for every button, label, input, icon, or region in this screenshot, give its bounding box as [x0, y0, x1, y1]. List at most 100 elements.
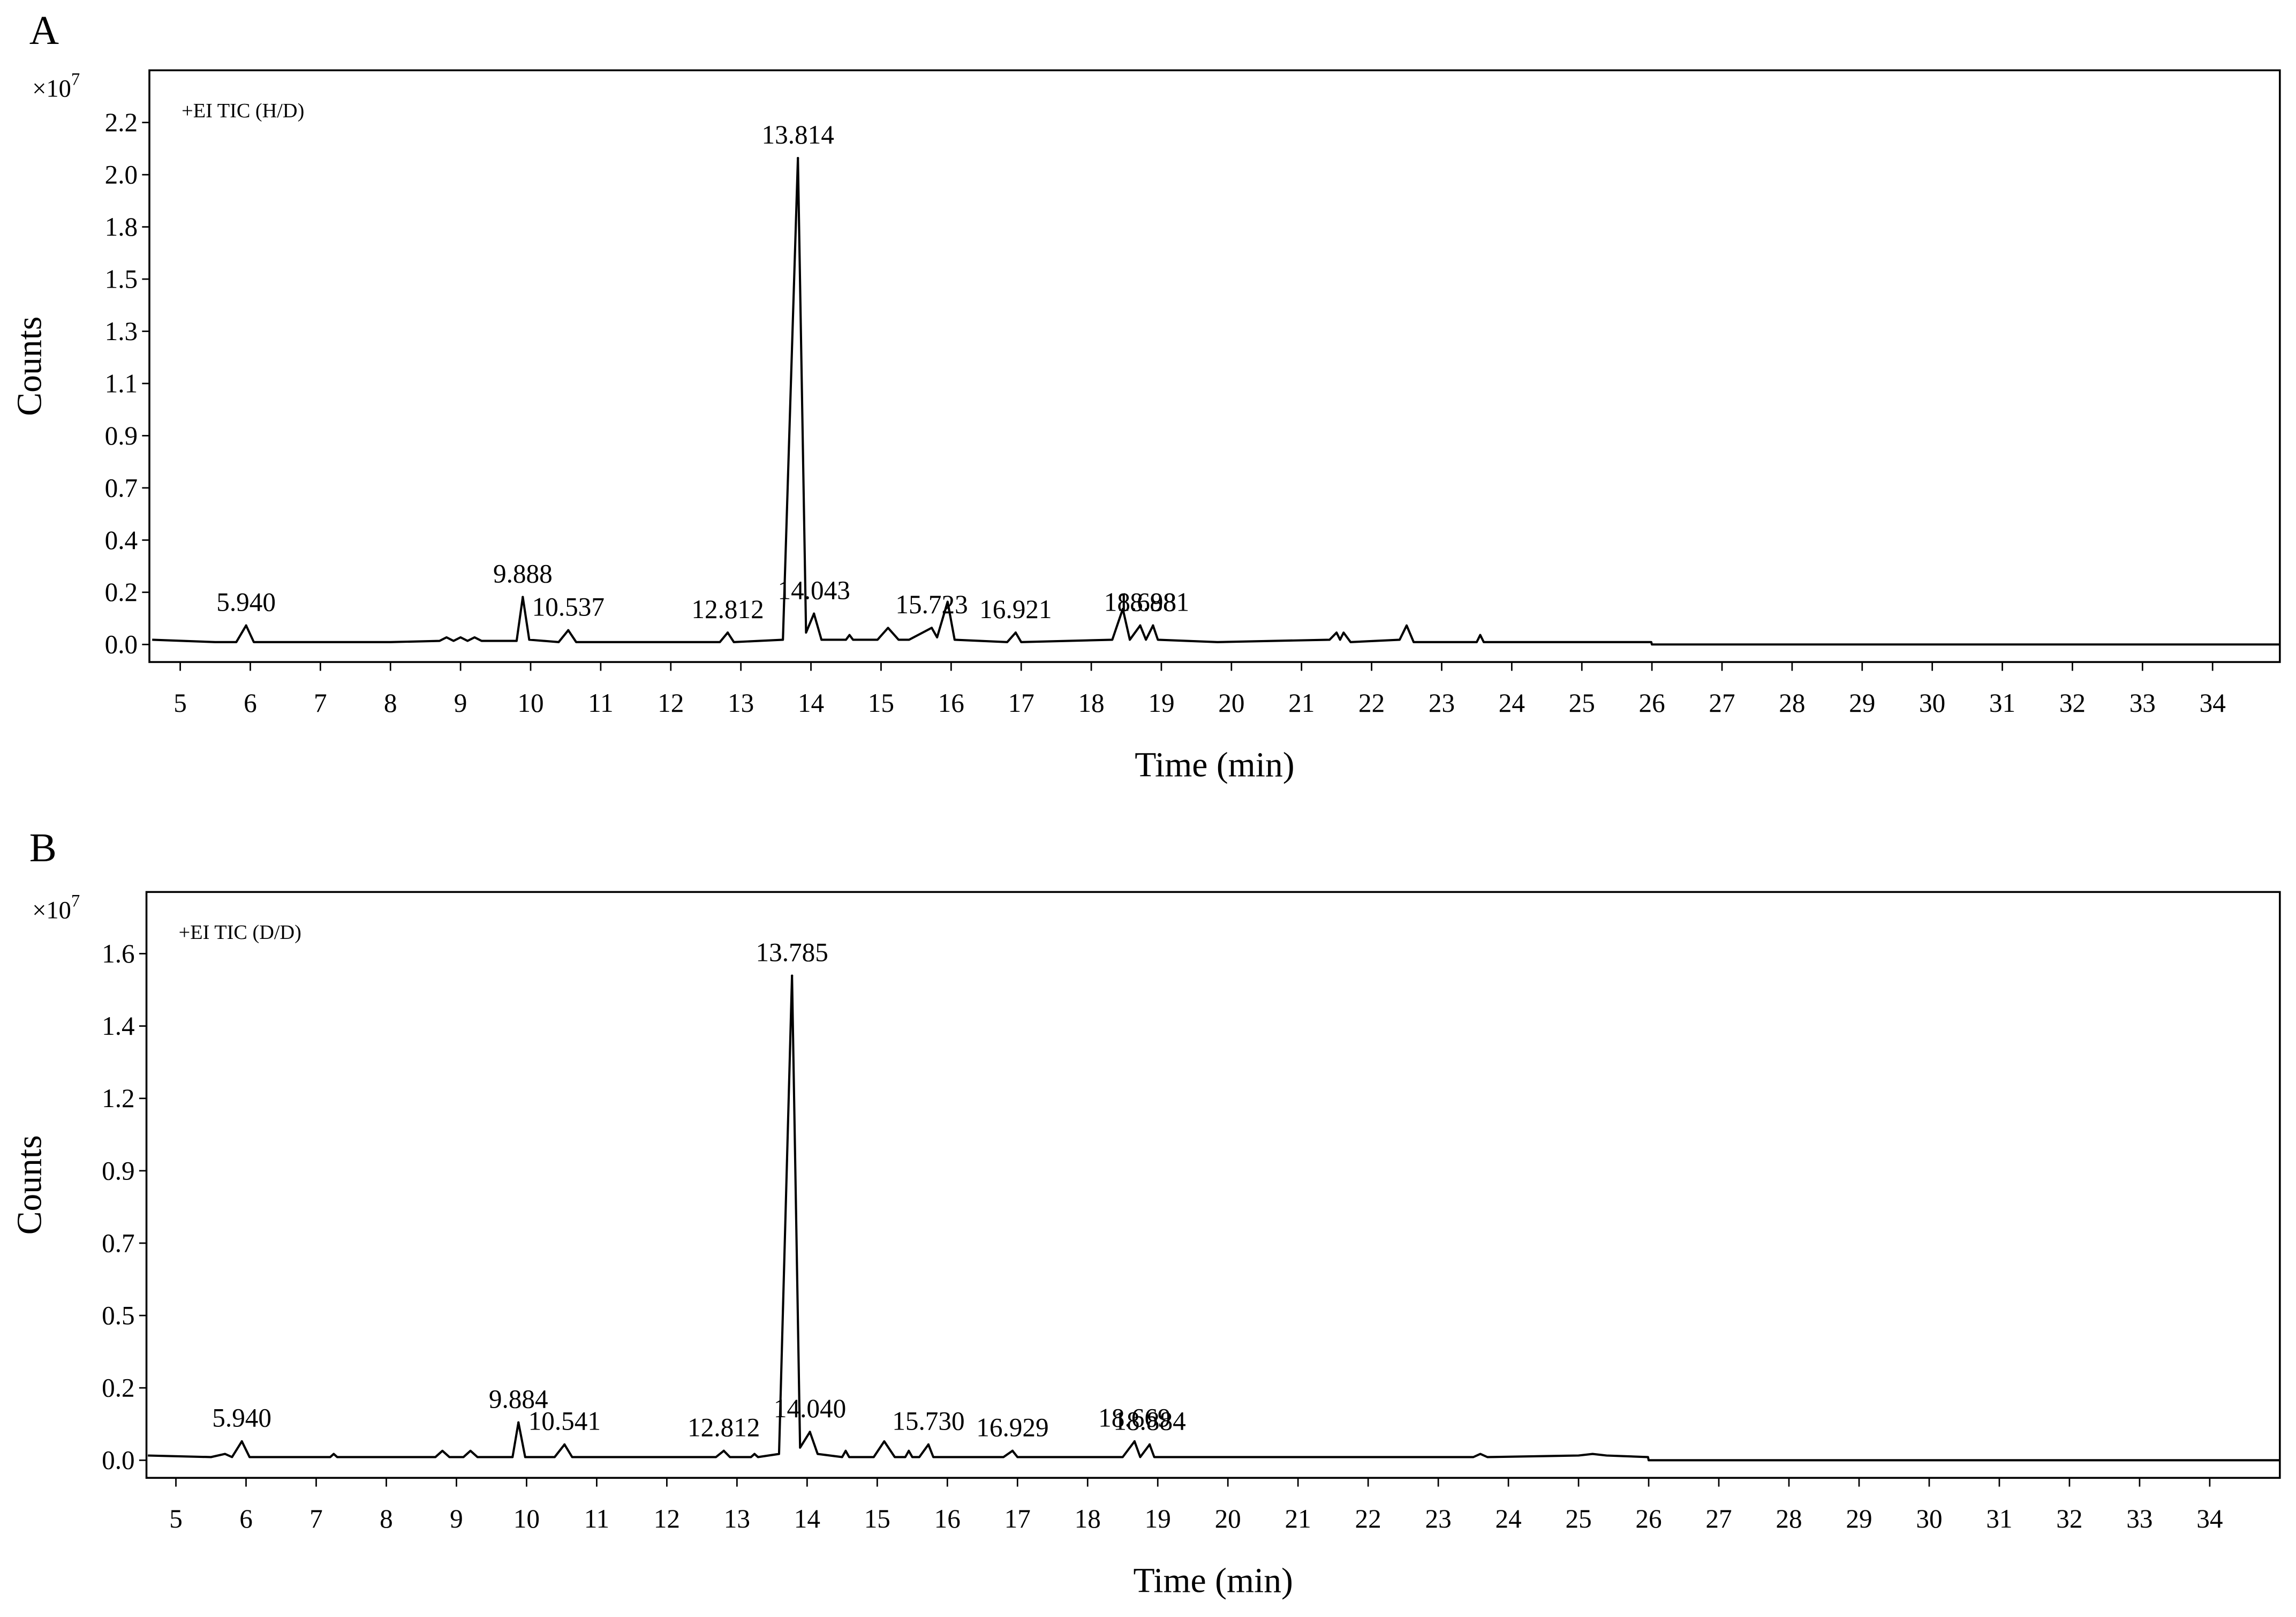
- x-tick-label: 12: [658, 688, 684, 718]
- x-tick-label: 13: [724, 1504, 750, 1533]
- y-multiplier: ×107: [32, 70, 80, 103]
- peak-label: 12.812: [688, 1412, 760, 1442]
- x-tick-label: 10: [513, 1504, 540, 1533]
- y-tick-label: 1.5: [105, 264, 138, 294]
- peak-marker: [517, 1421, 520, 1424]
- multiplier-base: ×10: [32, 75, 71, 102]
- x-tick-label: 17: [1004, 1504, 1031, 1533]
- peak-marker: [245, 624, 247, 627]
- peak-marker: [812, 612, 815, 615]
- x-tick-label: 14: [798, 688, 824, 718]
- x-tick-label: 24: [1499, 688, 1525, 718]
- x-tick-label: 8: [380, 1504, 393, 1533]
- x-tick-label: 5: [169, 1504, 183, 1533]
- peak-label: 18.884: [1113, 1407, 1185, 1436]
- y-tick-label: 0.0: [105, 630, 138, 659]
- peak-marker: [240, 1440, 243, 1443]
- x-tick-label: 6: [239, 1504, 253, 1533]
- peak-marker: [1133, 1440, 1136, 1443]
- x-tick-label: 9: [450, 1504, 463, 1533]
- trace: [152, 157, 2280, 646]
- x-tick-label: 34: [2200, 688, 2226, 718]
- peak-label: 18.669: [1098, 1403, 1170, 1433]
- x-tick-label: 7: [309, 1504, 323, 1533]
- x-tick-label: 27: [1709, 688, 1735, 718]
- peak-marker: [809, 1431, 811, 1433]
- peak-label: 16.921: [979, 595, 1052, 624]
- x-tick-label: 23: [1425, 1504, 1452, 1533]
- peak-marker: [1139, 624, 1142, 627]
- y-tick-label: 0.5: [102, 1300, 135, 1330]
- peak-label: 5.940: [212, 1403, 271, 1433]
- y-tick-label: 1.3: [105, 317, 138, 346]
- x-tick-label: 21: [1288, 688, 1315, 718]
- x-tick-label: 22: [1358, 688, 1385, 718]
- y-tick-label: 0.0: [102, 1446, 135, 1475]
- x-tick-label: 23: [1429, 688, 1455, 718]
- peak-label: 9.884: [489, 1384, 548, 1413]
- y-tick-label: 1.6: [102, 939, 135, 968]
- x-axis-label: Time (min): [1135, 746, 1294, 784]
- peak-label: 16.929: [976, 1412, 1048, 1442]
- peak-label: 14.043: [777, 575, 850, 605]
- y-tick-label: 0.7: [102, 1228, 135, 1258]
- x-tick-label: 11: [588, 688, 613, 718]
- peak-label: 15.730: [892, 1407, 964, 1436]
- peak-marker: [1148, 1443, 1151, 1446]
- x-tick-label: 31: [1989, 688, 2015, 718]
- peak-label: 13.814: [762, 120, 834, 149]
- peak-marker: [722, 1449, 725, 1452]
- x-tick-label: 10: [517, 688, 543, 718]
- x-tick-label: 18: [1078, 688, 1104, 718]
- y-tick-label: 0.2: [105, 577, 138, 607]
- peak-label: 5.940: [216, 587, 276, 616]
- x-tick-label: 13: [728, 688, 754, 718]
- x-tick-label: 30: [1919, 688, 1945, 718]
- x-tick-label: 26: [1639, 688, 1665, 718]
- peak-marker: [927, 1443, 930, 1446]
- peak-marker: [1014, 631, 1017, 634]
- x-tick-label: 20: [1215, 1504, 1241, 1533]
- peak-marker: [522, 596, 524, 598]
- peak-label: 10.537: [532, 592, 605, 621]
- y-tick-label: 1.1: [105, 368, 138, 398]
- x-tick-label: 6: [244, 688, 257, 718]
- y-tick-label: 1.4: [102, 1011, 135, 1041]
- y-tick-label: 0.7: [105, 473, 138, 502]
- multiplier-exponent: 7: [71, 892, 80, 911]
- x-tick-label: 9: [454, 688, 467, 718]
- x-tick-label: 33: [2129, 688, 2156, 718]
- x-tick-label: 19: [1148, 688, 1174, 718]
- trace: [148, 974, 2280, 1462]
- y-tick-label: 1.2: [102, 1084, 135, 1113]
- peak-label: 9.888: [493, 559, 553, 588]
- x-tick-label: 30: [1916, 1504, 1942, 1533]
- peak-label: 18.881: [1117, 587, 1189, 616]
- x-tick-label: 25: [1569, 688, 1595, 718]
- x-tick-label: 31: [1986, 1504, 2012, 1533]
- x-tick-label: 21: [1285, 1504, 1311, 1533]
- x-tick-label: 15: [868, 688, 894, 718]
- x-tick-label: 32: [2056, 1504, 2082, 1533]
- x-tick-label: 29: [1846, 1504, 1872, 1533]
- x-tick-label: 16: [934, 1504, 961, 1533]
- plot-frame: [145, 891, 2281, 1479]
- y-tick-label: 0.9: [105, 421, 138, 450]
- peak-marker: [1011, 1449, 1014, 1452]
- x-tick-label: 12: [654, 1504, 680, 1533]
- plot-frame: [148, 69, 2281, 663]
- peak-marker: [930, 627, 933, 629]
- x-tick-label: 33: [2126, 1504, 2152, 1533]
- y-multiplier: ×107: [32, 892, 80, 924]
- x-tick-label: 5: [173, 688, 187, 718]
- annotation: +EI TIC (H/D): [182, 100, 304, 122]
- peak-label: 12.812: [691, 595, 764, 624]
- x-tick-label: 16: [938, 688, 964, 718]
- multiplier-base: ×10: [32, 897, 71, 924]
- peak-marker: [726, 631, 729, 634]
- panel-label: A: [29, 7, 59, 53]
- x-tick-label: 22: [1355, 1504, 1381, 1533]
- x-tick-label: 15: [864, 1504, 890, 1533]
